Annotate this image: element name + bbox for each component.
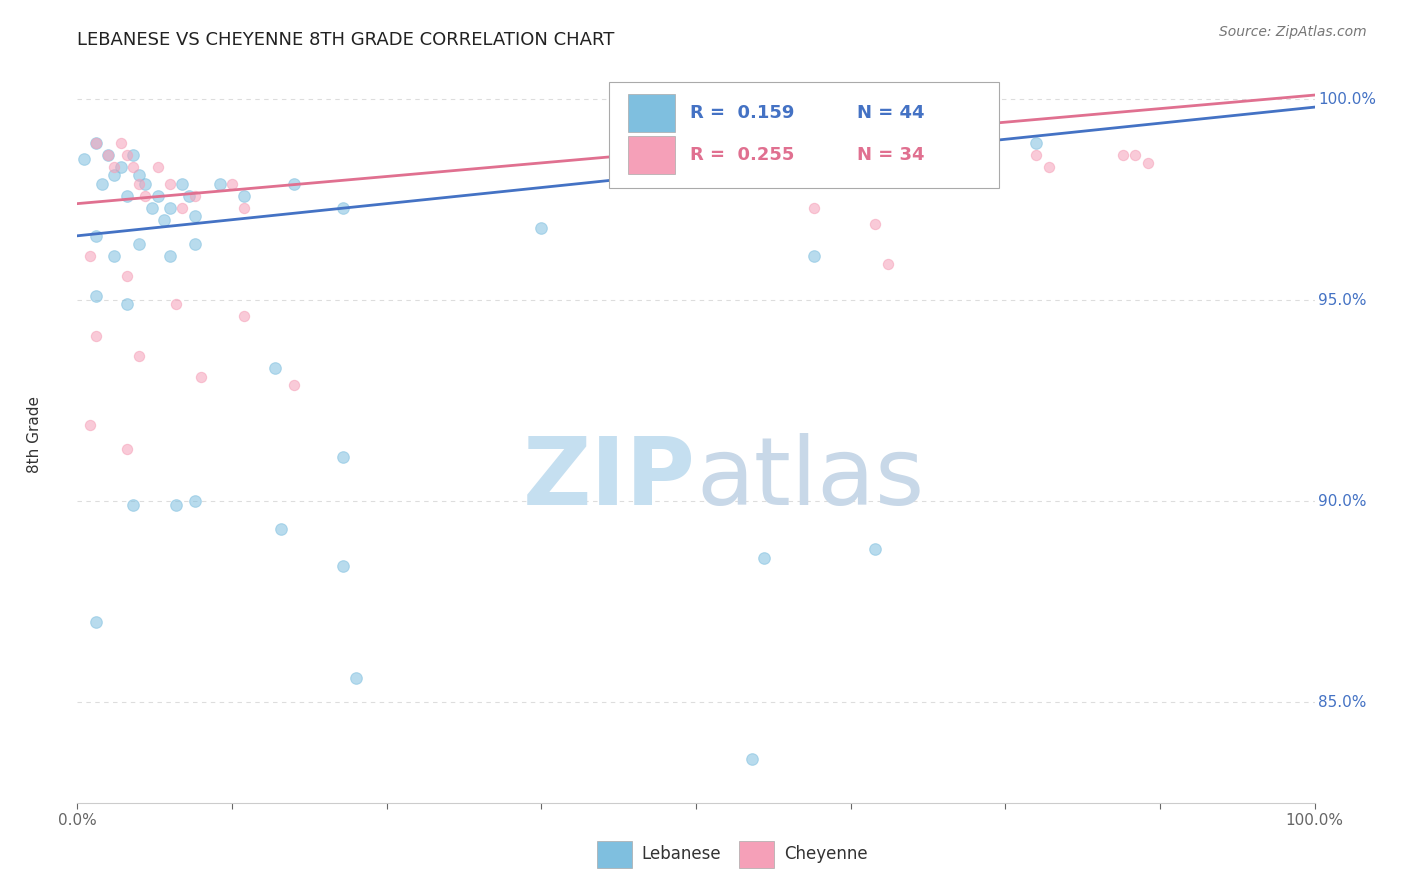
Point — [741, 751, 763, 765]
Point — [84, 289, 107, 303]
Point — [865, 217, 887, 231]
Text: 95.0%: 95.0% — [1319, 293, 1367, 308]
Point — [172, 201, 194, 215]
Text: 100.0%: 100.0% — [1319, 92, 1376, 106]
Point — [283, 177, 305, 191]
Point — [165, 297, 187, 311]
Point — [159, 201, 181, 215]
Point — [159, 249, 181, 263]
Text: R =  0.159: R = 0.159 — [690, 104, 794, 122]
Point — [172, 177, 194, 191]
Point — [110, 136, 132, 151]
Point — [159, 177, 181, 191]
Point — [1025, 136, 1047, 151]
Point — [190, 369, 212, 384]
Bar — [598, 841, 631, 868]
Point — [97, 148, 120, 162]
Point — [84, 615, 107, 629]
Point — [233, 310, 256, 324]
Point — [115, 297, 138, 311]
Point — [184, 236, 207, 251]
Point — [153, 212, 176, 227]
Text: ZIP: ZIP — [523, 433, 696, 525]
Point — [752, 550, 775, 565]
Point — [950, 148, 973, 162]
Point — [184, 209, 207, 223]
Bar — [628, 136, 675, 174]
Point — [79, 417, 101, 432]
Point — [91, 177, 114, 191]
Text: Source: ZipAtlas.com: Source: ZipAtlas.com — [1219, 25, 1367, 39]
Point — [122, 148, 145, 162]
Point — [141, 201, 163, 215]
FancyBboxPatch shape — [609, 81, 1000, 188]
Text: 90.0%: 90.0% — [1319, 493, 1367, 508]
Point — [184, 188, 207, 202]
Point — [165, 498, 187, 512]
Point — [803, 249, 825, 263]
Point — [103, 169, 125, 183]
Point — [134, 177, 156, 191]
Point — [233, 201, 256, 215]
Text: LEBANESE VS CHEYENNE 8TH GRADE CORRELATION CHART: LEBANESE VS CHEYENNE 8TH GRADE CORRELATI… — [77, 31, 614, 49]
Bar — [628, 95, 675, 132]
Point — [221, 177, 243, 191]
Point — [803, 201, 825, 215]
Point — [1025, 148, 1047, 162]
Text: 8th Grade: 8th Grade — [27, 396, 42, 474]
Point — [1112, 148, 1135, 162]
Text: R =  0.255: R = 0.255 — [690, 146, 794, 164]
Point — [233, 188, 256, 202]
Point — [332, 450, 354, 464]
Point — [115, 442, 138, 456]
Point — [122, 498, 145, 512]
Point — [128, 177, 150, 191]
Text: Lebanese: Lebanese — [641, 846, 721, 863]
Point — [115, 148, 138, 162]
Point — [177, 188, 200, 202]
Bar — [740, 841, 773, 868]
Point — [332, 558, 354, 573]
Text: 85.0%: 85.0% — [1319, 695, 1367, 710]
Point — [264, 361, 287, 376]
Point — [103, 249, 125, 263]
Point — [97, 148, 120, 162]
Text: atlas: atlas — [696, 433, 924, 525]
Point — [146, 188, 169, 202]
Point — [283, 377, 305, 392]
Point — [110, 161, 132, 175]
Point — [84, 329, 107, 343]
Point — [103, 161, 125, 175]
Point — [146, 161, 169, 175]
Point — [79, 249, 101, 263]
Point — [1136, 156, 1159, 170]
Point — [530, 220, 553, 235]
Point — [1123, 148, 1146, 162]
Text: Cheyenne: Cheyenne — [783, 846, 868, 863]
Point — [208, 177, 231, 191]
Point — [184, 494, 207, 508]
Point — [827, 96, 849, 111]
Point — [128, 169, 150, 183]
Point — [84, 136, 107, 151]
Text: N = 44: N = 44 — [856, 104, 924, 122]
Point — [1038, 161, 1060, 175]
Point — [134, 188, 156, 202]
Point — [72, 153, 94, 167]
Text: N = 34: N = 34 — [856, 146, 924, 164]
Point — [865, 542, 887, 557]
Point — [115, 188, 138, 202]
Point — [84, 136, 107, 151]
Point — [332, 201, 354, 215]
Point — [128, 350, 150, 364]
Point — [128, 236, 150, 251]
Point — [344, 671, 367, 685]
Point — [115, 268, 138, 283]
Point — [876, 257, 898, 271]
Point — [84, 228, 107, 243]
Point — [270, 522, 292, 536]
Point — [963, 148, 986, 162]
Point — [122, 161, 145, 175]
